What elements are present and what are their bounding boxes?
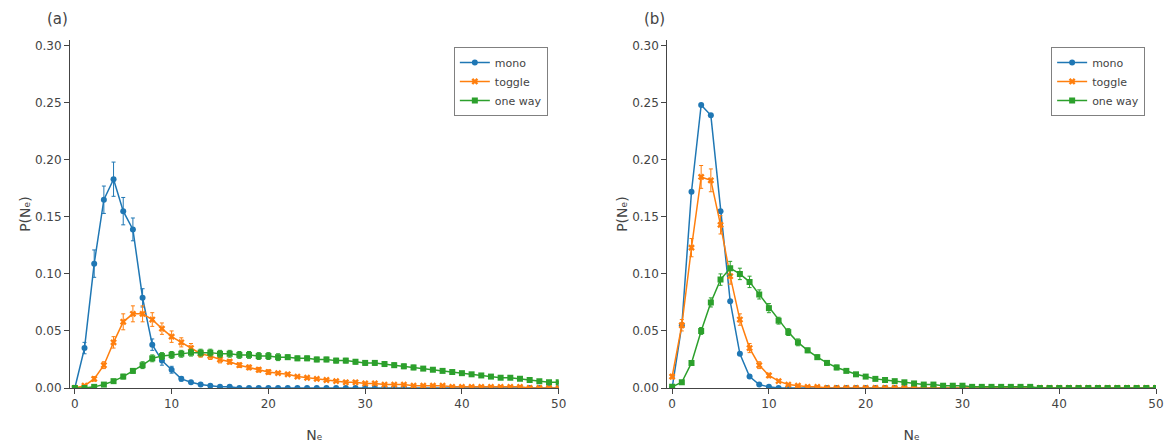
svg-text:0.25: 0.25 <box>632 96 659 110</box>
svg-text:50: 50 <box>1148 397 1163 411</box>
svg-text:mono: mono <box>1092 57 1123 70</box>
svg-text:(b): (b) <box>644 10 665 28</box>
svg-text:P(Nₑ): P(Nₑ) <box>17 196 33 232</box>
svg-text:0.15: 0.15 <box>35 210 62 224</box>
svg-text:20: 20 <box>261 397 276 411</box>
svg-text:10: 10 <box>761 397 776 411</box>
svg-text:50: 50 <box>551 397 566 411</box>
svg-text:0: 0 <box>71 397 79 411</box>
svg-text:0.00: 0.00 <box>35 381 62 395</box>
svg-text:30: 30 <box>955 397 970 411</box>
svg-text:0.30: 0.30 <box>35 39 62 53</box>
svg-text:0.05: 0.05 <box>632 324 659 338</box>
svg-text:0.20: 0.20 <box>35 153 62 167</box>
svg-text:toggle: toggle <box>1092 76 1127 89</box>
svg-text:Nₑ: Nₑ <box>903 427 919 443</box>
svg-text:0.00: 0.00 <box>632 381 659 395</box>
svg-text:P(Nₑ): P(Nₑ) <box>614 196 630 232</box>
svg-text:40: 40 <box>1052 397 1067 411</box>
svg-text:one way: one way <box>495 95 542 108</box>
svg-text:(a): (a) <box>47 10 68 28</box>
svg-text:40: 40 <box>454 397 469 411</box>
svg-text:0.30: 0.30 <box>632 39 659 53</box>
svg-text:toggle: toggle <box>495 76 530 89</box>
svg-text:mono: mono <box>495 57 526 70</box>
svg-text:0.10: 0.10 <box>35 267 62 281</box>
svg-text:10: 10 <box>164 397 179 411</box>
svg-text:Nₑ: Nₑ <box>306 427 322 443</box>
svg-text:20: 20 <box>858 397 873 411</box>
svg-text:0.15: 0.15 <box>632 210 659 224</box>
svg-text:30: 30 <box>358 397 373 411</box>
svg-text:0.05: 0.05 <box>35 324 62 338</box>
svg-text:0: 0 <box>668 397 676 411</box>
svg-text:0.25: 0.25 <box>35 96 62 110</box>
svg-text:0.10: 0.10 <box>632 267 659 281</box>
svg-text:one way: one way <box>1092 95 1139 108</box>
svg-text:0.20: 0.20 <box>632 153 659 167</box>
